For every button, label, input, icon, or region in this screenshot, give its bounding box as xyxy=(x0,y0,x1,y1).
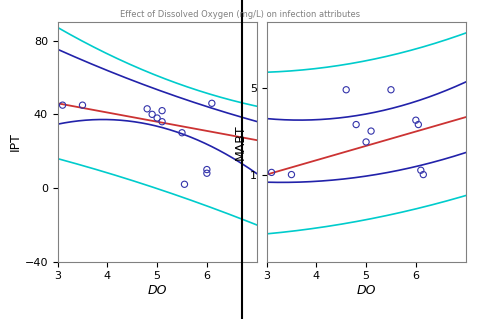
Point xyxy=(208,101,216,106)
Point xyxy=(59,103,66,108)
X-axis label: DO: DO xyxy=(356,284,376,297)
Point xyxy=(153,115,161,121)
Point xyxy=(387,87,395,92)
Y-axis label: IPT: IPT xyxy=(9,132,22,152)
Point xyxy=(158,108,166,113)
Text: Effect of Dissolved Oxygen (mg/L) on infection attributes: Effect of Dissolved Oxygen (mg/L) on inf… xyxy=(120,10,360,19)
Point xyxy=(288,172,295,177)
Point xyxy=(144,106,151,111)
Point xyxy=(158,119,166,124)
Point xyxy=(415,122,422,127)
Point xyxy=(417,168,425,173)
Point xyxy=(203,171,211,176)
Point xyxy=(148,112,156,117)
X-axis label: DO: DO xyxy=(147,284,167,297)
Y-axis label: MABT: MABT xyxy=(234,124,247,160)
Point xyxy=(362,139,370,145)
Point xyxy=(420,172,427,177)
Point xyxy=(342,87,350,92)
Point xyxy=(352,122,360,127)
Point xyxy=(203,167,211,172)
Point xyxy=(79,103,86,108)
Point xyxy=(367,129,375,134)
Point xyxy=(180,182,188,187)
Point xyxy=(178,130,186,135)
Point xyxy=(412,118,420,123)
Point xyxy=(268,170,276,175)
